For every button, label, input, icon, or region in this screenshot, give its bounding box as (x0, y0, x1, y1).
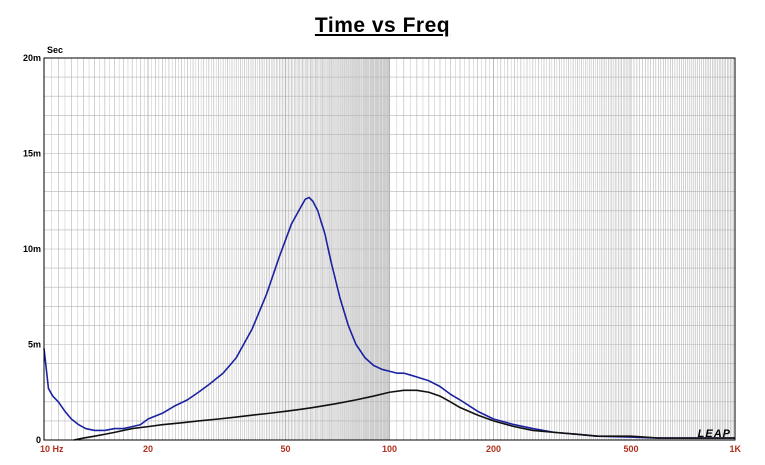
x-tick-label: 10 Hz (40, 444, 64, 454)
y-tick-label: 0 (36, 435, 41, 445)
x-tick-labels: 10 Hz 20 50 100 200 500 1K (40, 444, 741, 454)
y-tick-label: 10m (23, 244, 41, 254)
y-tick-label: 5m (28, 340, 41, 350)
grid-lines (43, 57, 736, 441)
leap-watermark: LEAP (698, 428, 731, 440)
y-tick-labels: 0 5m 10m 15m 20m (23, 53, 41, 445)
y-tick-label: 20m (23, 53, 41, 63)
chart-title: Time vs Freq (314, 14, 451, 37)
x-tick-label: 200 (486, 444, 501, 454)
x-tick-label: 1K (729, 444, 741, 454)
plot-frame (43, 57, 736, 441)
series-layer (43, 196, 735, 441)
x-tick-label: 500 (623, 444, 638, 454)
y-axis-label: Sec (47, 45, 63, 55)
x-tick-label: 20 (143, 444, 153, 454)
x-tick-label: 50 (280, 444, 290, 454)
series-black-line (73, 389, 735, 441)
series-blue-line (43, 196, 735, 439)
x-tick-label: 100 (382, 444, 397, 454)
y-tick-label: 15m (23, 149, 41, 159)
